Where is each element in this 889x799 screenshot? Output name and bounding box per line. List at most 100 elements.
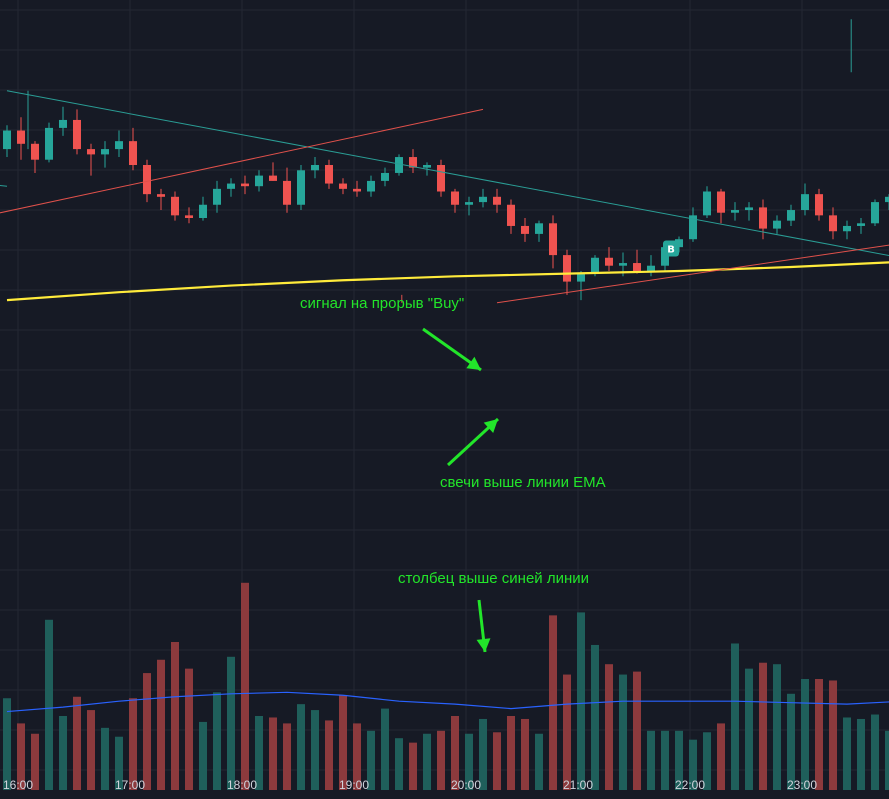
volume-bar [157,659,165,790]
candle-body [143,165,151,195]
volume-ma-line [6,691,889,713]
volume-bar [213,692,221,790]
volume-bar [367,730,375,790]
candle-body [339,183,347,189]
volume-bar [479,718,487,790]
volume-bars [3,582,889,790]
candle-body [591,257,599,274]
volume-bar [255,716,263,790]
volume-bar [87,710,95,790]
volume-bar [437,730,445,790]
volume-bar [661,730,669,790]
candle-body [773,220,781,229]
candle-body [829,215,837,232]
candle-body [521,225,529,234]
volume-bar [507,716,515,790]
volume-bar [675,730,683,790]
volume-bar [871,714,879,790]
candle-body [675,239,683,248]
annotation-candles-above-ema: свечи выше линии EMA [440,474,606,491]
candle-body [59,119,67,128]
volume-bar [843,717,851,790]
candle-body [73,119,81,150]
annotation-volume-above-blue: столбец выше синей линии [398,570,589,587]
time-axis-tick: 21:00 [563,778,593,792]
candle-body [437,165,445,192]
time-axis-tick: 17:00 [115,778,145,792]
trendlines [0,19,889,304]
arrow-to-signal-head [466,356,481,370]
signal-badge [663,240,679,257]
volume-bar [423,733,431,790]
volume-bar [577,612,585,790]
candle-body [801,194,809,211]
candle-body [213,188,221,205]
candle-body [535,223,543,234]
trendline-red [0,108,484,214]
volume-bar [199,721,207,790]
volume-bar [535,733,543,790]
trendline-teal [0,185,8,187]
candle-body [563,255,571,282]
volume-bar [759,662,767,790]
volume-bar [311,710,319,790]
candle-body [353,188,361,192]
candle-body [745,207,753,211]
candle-body [199,204,207,218]
candle-body [395,157,403,173]
candle-body [661,247,669,266]
time-axis-tick: 16:00 [3,778,33,792]
candle-body [269,175,277,181]
candle-body [101,149,109,155]
candle-body [703,191,711,216]
candle-body [479,196,487,203]
candle-body [871,202,879,224]
volume-bar [185,668,193,790]
volume-bar [171,642,179,790]
volume-bar [633,671,641,790]
candle-body [31,143,39,160]
volume-bar [857,718,865,790]
volume-bar [647,730,655,790]
candlesticks [3,106,889,301]
candle-body [241,183,249,187]
volume-bar [129,698,137,790]
volume-bar [409,742,417,790]
volume-bar [563,674,571,790]
candle-body [129,141,137,165]
volume-bar [115,736,123,790]
volume-bar [717,723,725,790]
volume-moving-average [6,691,889,713]
candle-body [409,157,417,168]
arrow-to-ema-head [483,419,498,433]
candle-body [605,257,613,266]
candle-body [815,194,823,216]
buy-signal[interactable]: B [663,240,679,257]
candle-body [759,207,767,229]
trendline-teal [6,90,889,257]
time-axis: 16:00 17:00 18:00 19:00 20:00 21:00 22:00 23:00 [3,778,817,792]
candle-body [171,196,179,216]
time-axis-tick: 18:00 [227,778,257,792]
volume-bar [829,680,837,790]
volume-bar [703,732,711,790]
candle-body [549,223,557,256]
candle-body [787,210,795,221]
candle-body [451,191,459,205]
volume-bar [227,656,235,790]
annotation-arrows [422,327,500,653]
time-axis-tick: 20:00 [451,778,481,792]
signal-badge-label: B [667,245,675,256]
candle-body [843,225,851,232]
candle-body [87,149,95,155]
candle-body [283,180,291,205]
annotation-buy-signal: сигнал на прорыв "Buy" [300,295,464,312]
volume-bar [325,720,333,790]
volume-bar [17,723,25,790]
volume-bar [59,716,67,790]
volume-bar [31,733,39,790]
volume-bar [73,696,81,790]
volume-bar [731,643,739,790]
